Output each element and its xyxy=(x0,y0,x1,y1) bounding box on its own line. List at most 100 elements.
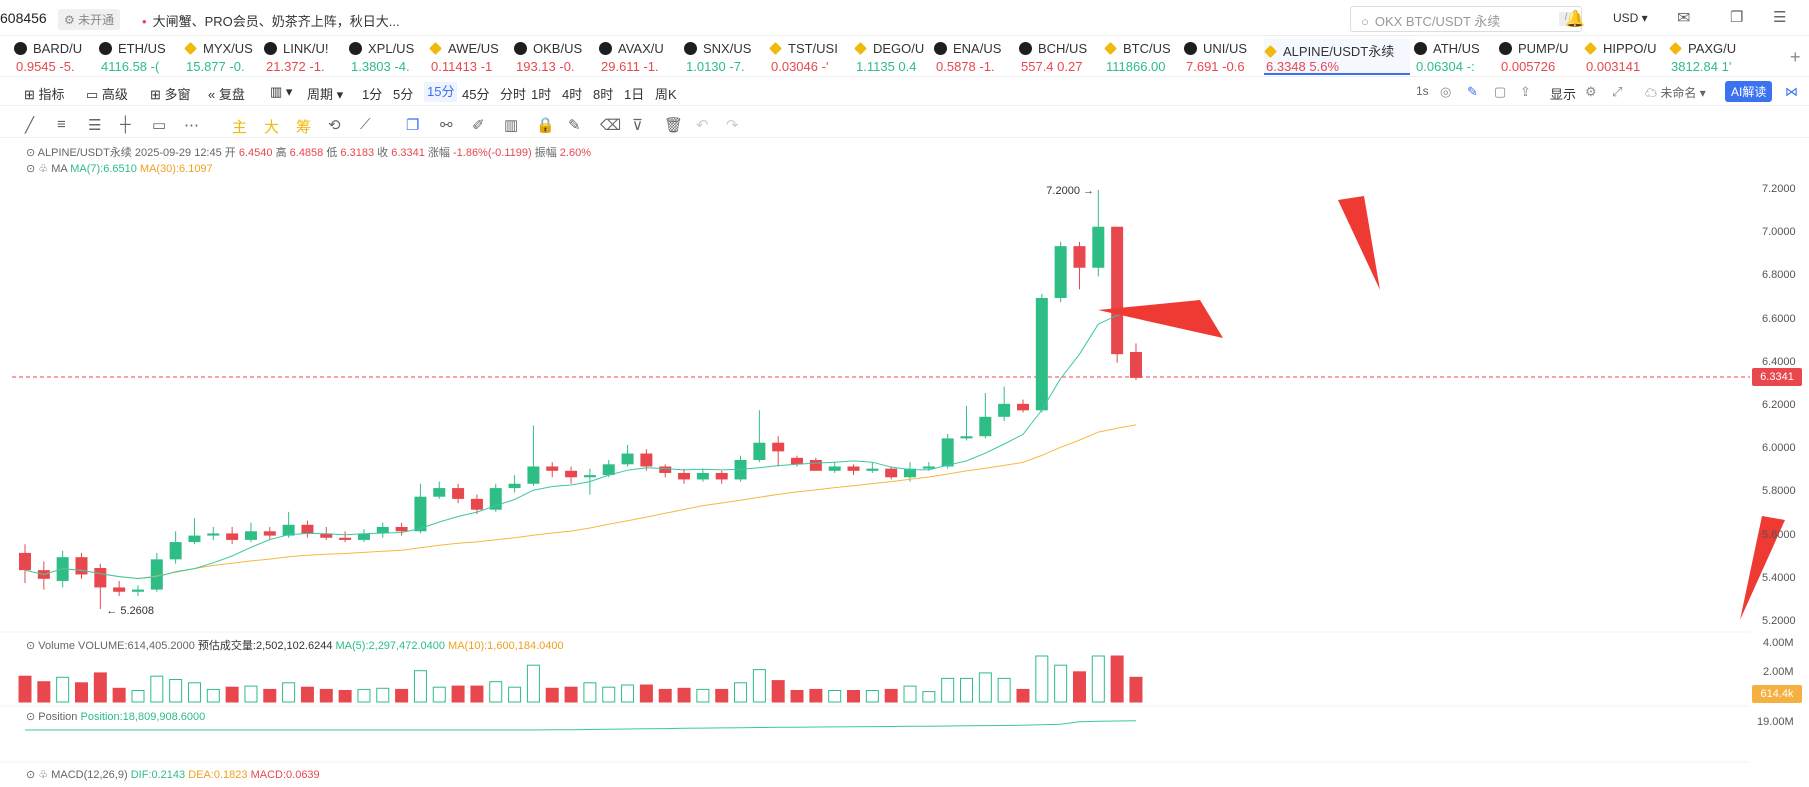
interval-3[interactable]: 45分 xyxy=(462,87,490,102)
close-coin-icon xyxy=(934,42,947,55)
ticker-item-6[interactable]: OKB/US 193.13 -0. xyxy=(514,39,595,75)
line-tool-icon[interactable]: ╱ xyxy=(25,117,35,134)
ticker-item-18[interactable]: HIPPO/U 0.003141 xyxy=(1584,39,1665,75)
ticker-item-14[interactable]: UNI/US 7.691 -0.6 xyxy=(1184,39,1260,75)
indicator-button[interactable]: ⊞ 指标 xyxy=(24,84,65,103)
fullscreen-icon[interactable]: ⤢ xyxy=(1612,84,1623,99)
candle-body xyxy=(866,468,879,471)
close-coin-icon xyxy=(1184,42,1197,55)
layout-icon[interactable]: ☰ xyxy=(1773,9,1787,26)
replay-button[interactable]: « 复盘 xyxy=(208,84,245,103)
mail-icon[interactable]: ✉ xyxy=(1677,10,1691,27)
candle-body xyxy=(263,531,276,536)
bell-icon[interactable]: 🔔 xyxy=(1565,11,1585,28)
ticker-item-17[interactable]: PUMP/U 0.005726 xyxy=(1499,39,1580,75)
ticker-item-11[interactable]: ENA/US 0.5878 -1. xyxy=(934,39,1015,75)
camera-icon[interactable]: ◎ xyxy=(1440,84,1452,99)
redo-icon[interactable]: ↷ xyxy=(726,117,739,134)
candle-body xyxy=(470,498,483,510)
brush-icon[interactable]: ✐ xyxy=(472,117,485,134)
news-ticker[interactable]: • 大闸蟹、PRO会员、奶茶齐上阵，秋日大... xyxy=(142,11,400,30)
more-tools-icon[interactable]: ⋯ xyxy=(184,117,199,134)
ruler-icon[interactable]: ⟋ xyxy=(360,116,371,133)
window-icon[interactable]: ❐ xyxy=(1730,9,1744,26)
search-shortcut: / xyxy=(1559,12,1573,26)
ticker-item-0[interactable]: BARD/U 0.9545 -5. xyxy=(14,39,95,75)
low-label: 低 xyxy=(326,147,338,159)
ticker-item-8[interactable]: SNX/US 1.0130 -7. xyxy=(684,39,765,75)
display-button[interactable]: 显示 xyxy=(1550,87,1577,102)
status-badge[interactable]: ⚙ 未开通 xyxy=(58,9,121,30)
ticker-item-15[interactable]: ALPINE/USDT永续 6.3348 5.6% xyxy=(1264,39,1410,75)
ticker-item-3[interactable]: LINK/U! 21.372 -1. xyxy=(264,39,345,75)
filter-icon[interactable]: ⊽ xyxy=(632,117,643,134)
layout-name-button[interactable]: ☁ 未命名 ▾ xyxy=(1645,86,1706,100)
copy-icon[interactable]: ❐ xyxy=(406,117,420,134)
search-input[interactable]: ○ OKX BTC/USDT 永续 / xyxy=(1350,6,1582,32)
ticker-item-9[interactable]: TST/USI 0.03046 -' xyxy=(769,39,850,75)
magnet-icon[interactable]: ⟲ xyxy=(328,117,341,134)
second-label[interactable]: 1s xyxy=(1416,84,1429,98)
settings-icon[interactable]: ⚙ xyxy=(1585,84,1597,99)
price-tick-6: 6.0000 xyxy=(1762,442,1796,455)
note-icon[interactable]: ✎ xyxy=(568,117,581,134)
ticker-item-2[interactable]: MYX/US 15.877 -0. xyxy=(184,39,260,75)
interval-8[interactable]: 1日 xyxy=(624,87,645,102)
ai-button[interactable]: AI解读 xyxy=(1725,81,1773,102)
ticker-price: 7.691 -0.6 xyxy=(1186,59,1245,74)
ticker-item-10[interactable]: DEGO/U 1.1135 0.4 xyxy=(854,39,930,75)
ticker-item-12[interactable]: BCH/US 557.4 0.27 xyxy=(1019,39,1100,75)
ticker-item-1[interactable]: ETH/US 4116.58 -( xyxy=(99,39,180,75)
ticker-item-7[interactable]: AVAX/U 29.611 -1. xyxy=(599,39,680,75)
candle-tool-icon[interactable]: ▥ xyxy=(504,117,519,134)
period-button[interactable]: 周期 ▾ xyxy=(307,87,344,102)
collapse-icon[interactable]: ⊙ xyxy=(26,147,36,159)
interval-4[interactable]: 分时 xyxy=(500,87,527,102)
interval-7[interactable]: 8时 xyxy=(593,87,614,102)
ticker-price: 21.372 -1. xyxy=(266,59,325,74)
parallel-tool-icon[interactable]: ≡ xyxy=(57,116,66,133)
interval-5[interactable]: 1时 xyxy=(531,87,552,102)
chat-icon[interactable]: ▢ xyxy=(1494,84,1507,99)
eraser-icon[interactable]: ⌫ xyxy=(600,117,622,134)
collapse-icon[interactable]: ⊙ xyxy=(26,769,36,781)
interval-2[interactable]: 15分 xyxy=(424,82,458,102)
multi-window-button[interactable]: ⊞ 多窗 xyxy=(150,84,191,103)
volume-bar xyxy=(187,682,201,703)
edit-icon[interactable]: ✎ xyxy=(1467,84,1478,99)
ticker-price: 557.4 0.27 xyxy=(1021,59,1083,74)
chip-toggle[interactable]: 筹 xyxy=(296,119,312,136)
ticker-item-16[interactable]: ATH/US 0.06304 -: xyxy=(1414,39,1495,75)
share-icon[interactable]: ⇪ xyxy=(1520,84,1531,99)
volume-bar xyxy=(37,681,51,703)
price-chart[interactable]: 7.2000 → ← 5.2608 xyxy=(0,140,1809,787)
ticker-item-13[interactable]: BTC/US 111866.00 xyxy=(1104,39,1180,75)
rect-tool-icon[interactable]: ▭ xyxy=(152,117,167,134)
share-node-icon[interactable]: ⋈ xyxy=(1785,84,1798,99)
ticker-item-19[interactable]: PAXG/U 3812.84 1' xyxy=(1669,39,1750,75)
big-toggle[interactable]: 大 xyxy=(264,119,280,136)
currency-select[interactable]: USD ▾ xyxy=(1613,11,1648,25)
ticker-item-5[interactable]: AWE/US 0.11413 -1 xyxy=(429,39,510,75)
lock-icon[interactable]: 🔒 xyxy=(536,117,555,134)
collapse-icon[interactable]: ⊙ xyxy=(26,711,36,723)
add-icon[interactable]: + xyxy=(1790,47,1801,67)
link-icon[interactable]: ⚯ xyxy=(440,117,453,134)
interval-0[interactable]: 1分 xyxy=(362,87,383,102)
interval-6[interactable]: 4时 xyxy=(562,87,583,102)
macd-value: MACD:0.0639 xyxy=(250,769,320,781)
collapse-icon[interactable]: ⊙ xyxy=(26,163,36,175)
undo-icon[interactable]: ↶ xyxy=(696,117,709,134)
main-toggle[interactable]: 主 xyxy=(232,119,248,136)
interval-1[interactable]: 5分 xyxy=(393,87,414,102)
ticker-item-4[interactable]: XPL/US 1.3803 -4. xyxy=(349,39,425,75)
ticker-name: PAXG/U xyxy=(1669,41,1736,56)
hline-tool-icon[interactable]: ☰ xyxy=(88,117,102,134)
chart-type-button[interactable]: ▥ ▾ xyxy=(270,84,293,99)
candle-body xyxy=(583,475,596,478)
interval-9[interactable]: 周K xyxy=(655,87,677,102)
collapse-icon[interactable]: ⊙ xyxy=(26,640,36,652)
cross-tool-icon[interactable]: ┼ xyxy=(120,116,131,133)
trash-icon[interactable]: 🗑 xyxy=(664,117,684,134)
advanced-button[interactable]: ▭ 高级 xyxy=(86,84,128,103)
